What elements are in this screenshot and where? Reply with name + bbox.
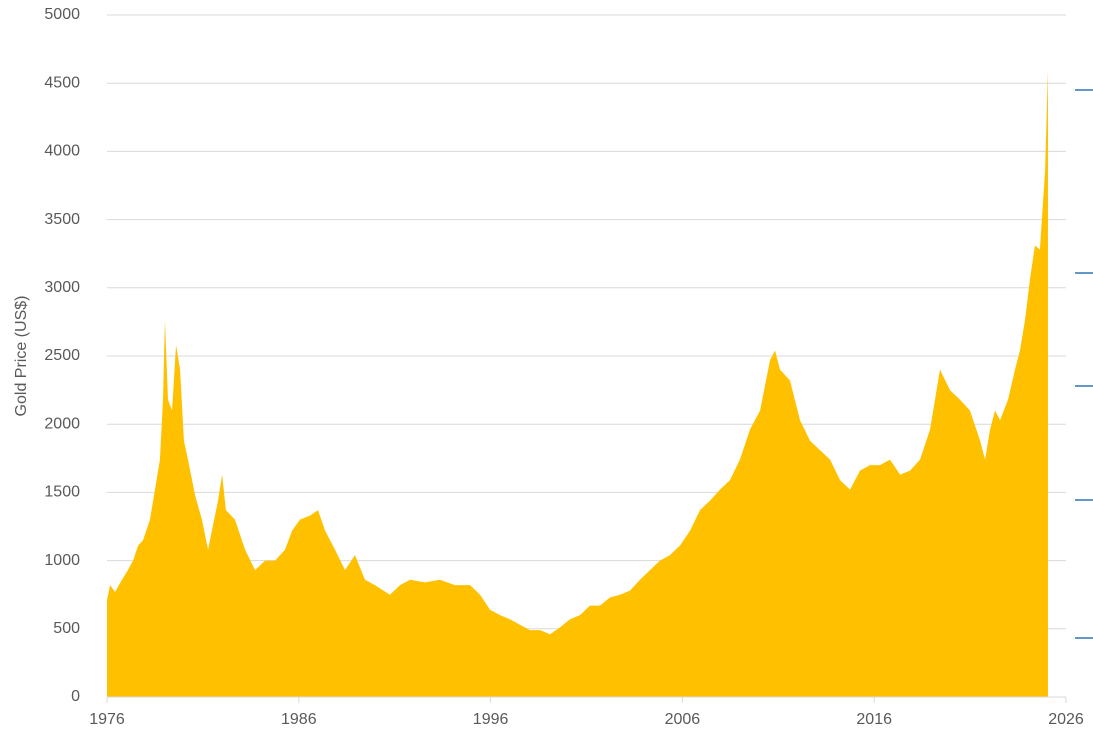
- y-tick-label: 4000: [44, 143, 80, 160]
- y-tick-label: 3000: [44, 279, 80, 296]
- y-tick-label: 2000: [44, 415, 80, 432]
- x-tick-label: 1986: [281, 711, 317, 728]
- y-tick-label: 2500: [44, 347, 80, 364]
- x-tick-label: 2026: [1048, 711, 1084, 728]
- side-markers: [1075, 89, 1093, 639]
- y-tick-label: 5000: [44, 6, 80, 23]
- y-tick-label: 3500: [44, 211, 80, 228]
- x-tick-label: 1976: [89, 711, 125, 728]
- y-tick-label: 0: [71, 688, 80, 705]
- area: [107, 69, 1048, 697]
- x-tick-label: 2016: [856, 711, 892, 728]
- x-tick-label: 1996: [473, 711, 509, 728]
- x-tick-label: 2006: [665, 711, 701, 728]
- y-tick-label: 1500: [44, 484, 80, 501]
- y-tick-label: 4500: [44, 74, 80, 91]
- y-tick-label: 1000: [44, 552, 80, 569]
- y-axis-label: Gold Price (US$): [13, 296, 30, 417]
- y-tick-label: 500: [53, 620, 80, 637]
